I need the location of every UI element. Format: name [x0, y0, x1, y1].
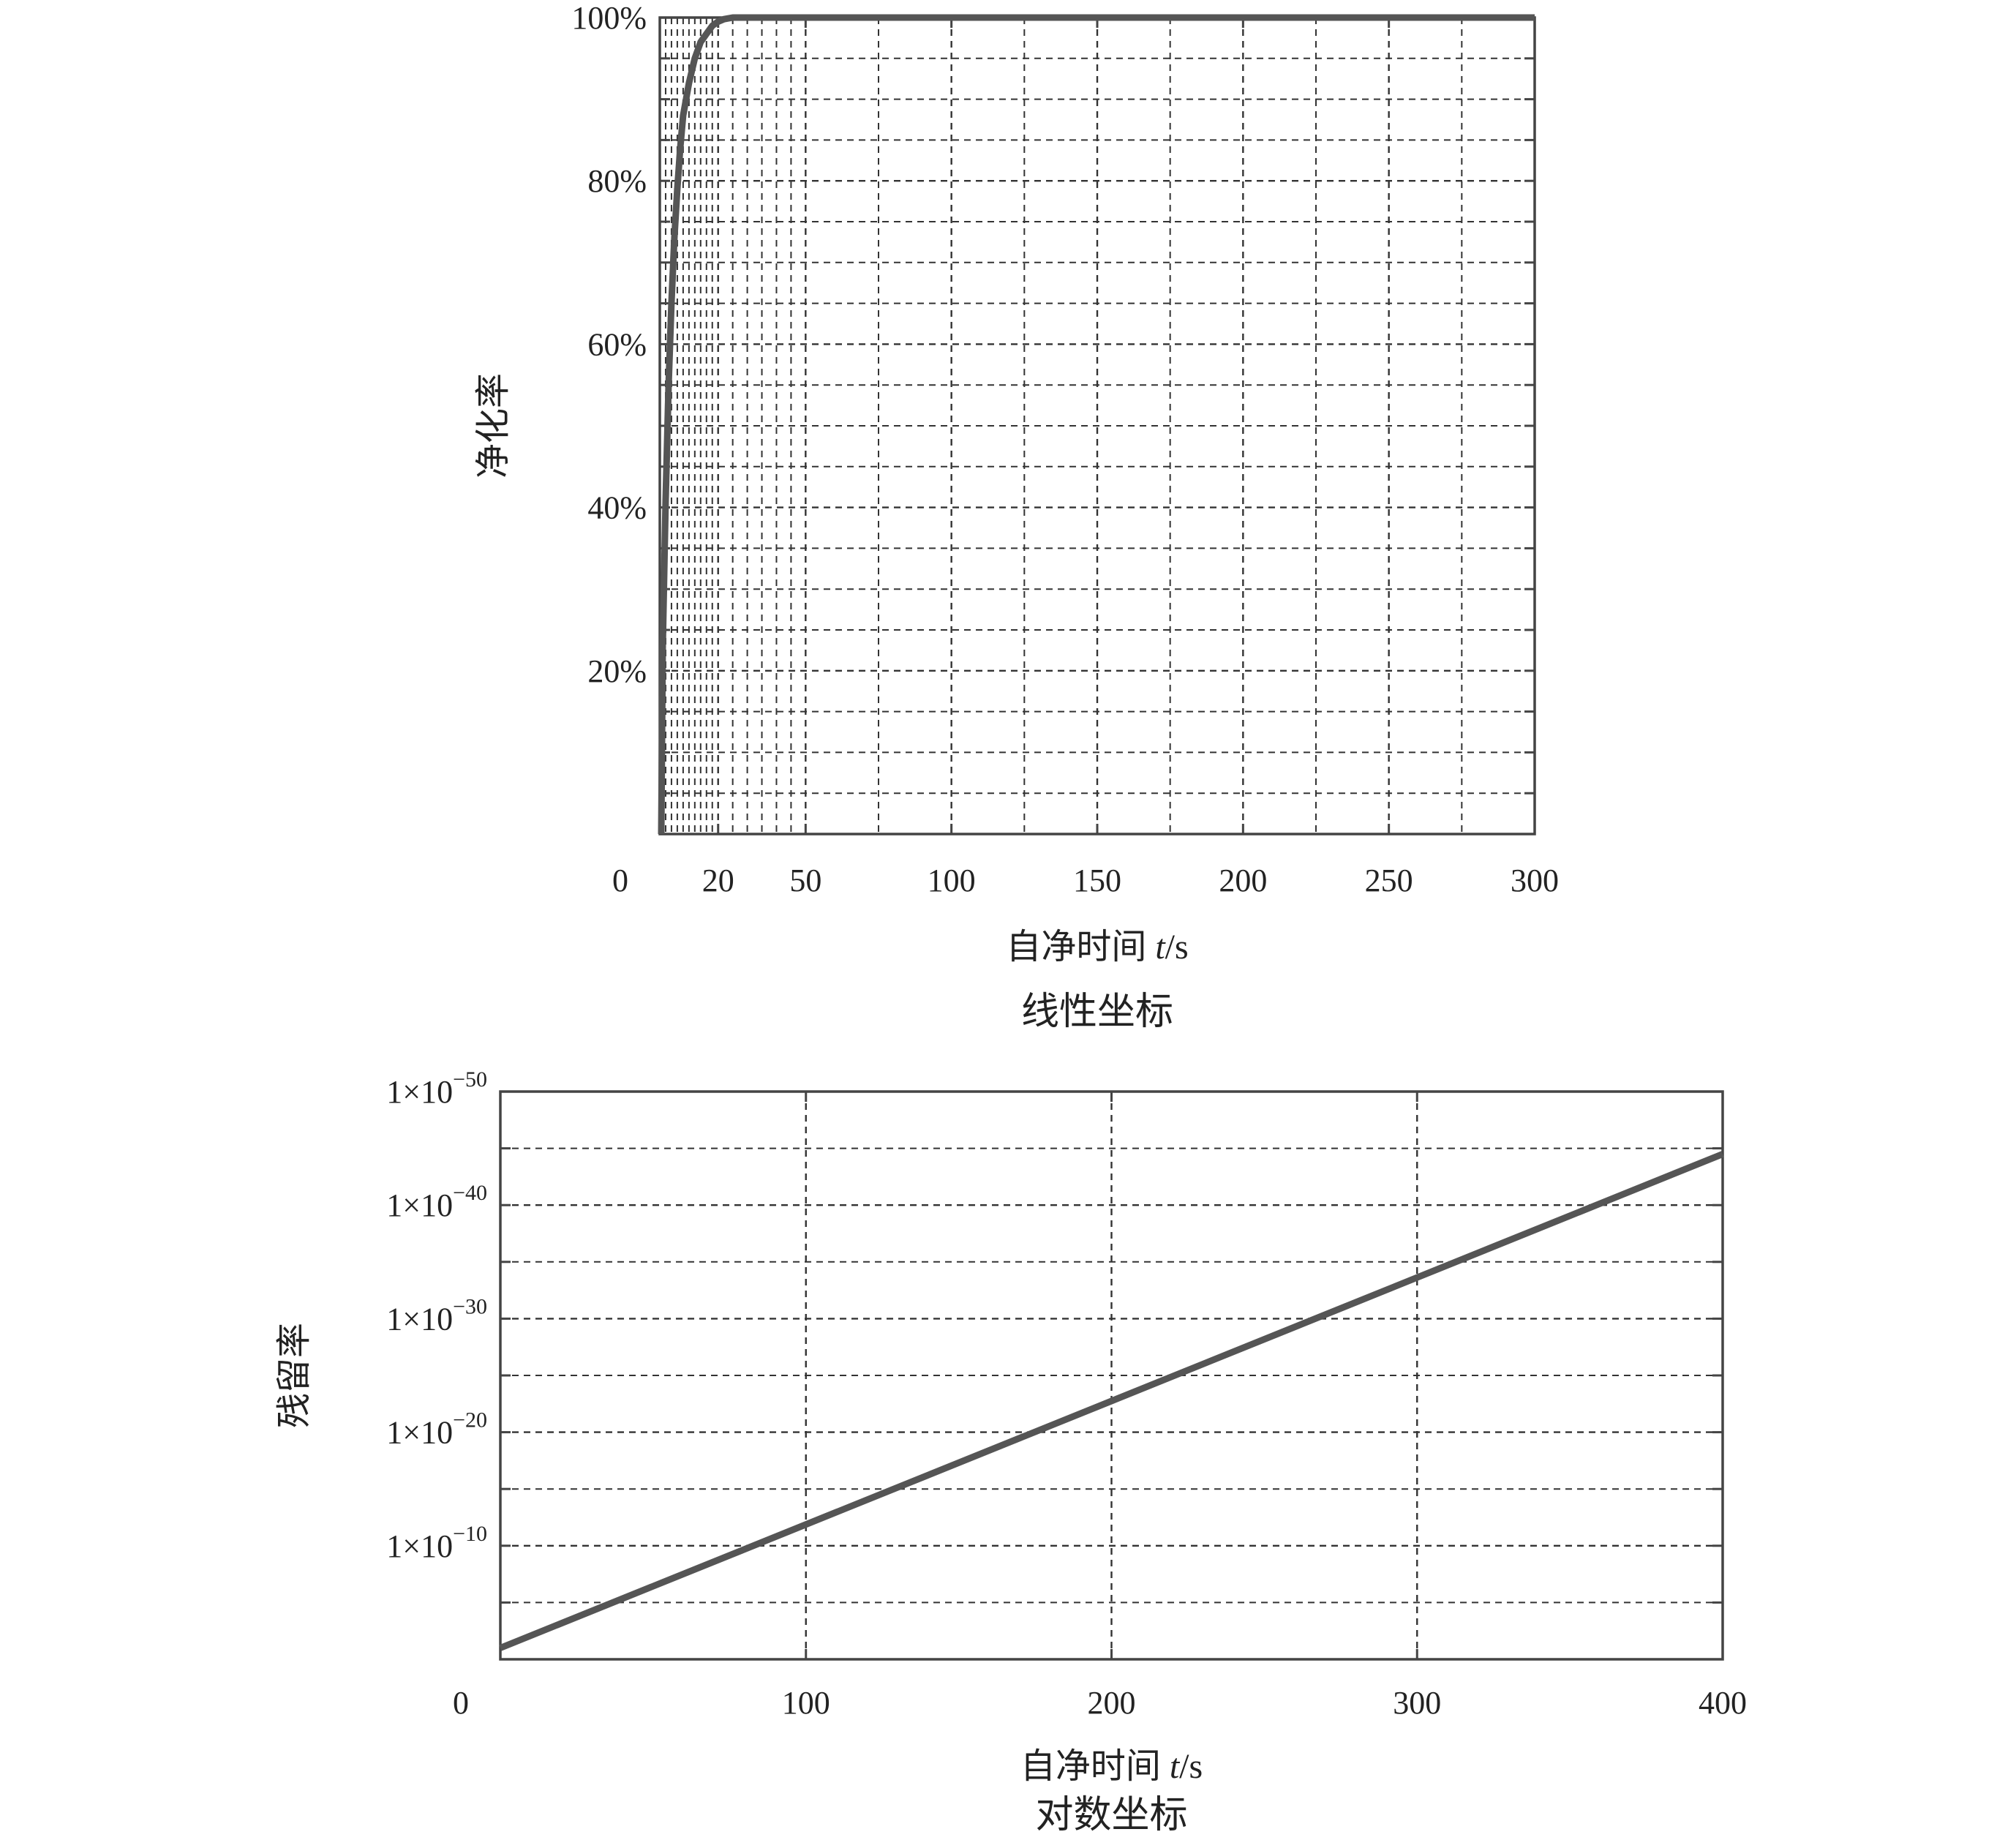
log-x-tick-label: 300 — [1393, 1685, 1441, 1721]
log-x-tick-label: 0 — [453, 1685, 469, 1721]
linear-series-line — [658, 14, 1535, 835]
linear-y-tick-label: 60% — [587, 326, 647, 362]
log-y-axis-label: 残留率 — [275, 1323, 314, 1428]
linear-x-tick-label: 200 — [1219, 863, 1267, 898]
linear-y-tick-label: 40% — [587, 490, 647, 526]
linear-x-tick-label: 300 — [1511, 863, 1559, 898]
log-y-tick-label: 1×10−40 — [386, 1181, 487, 1223]
log-y-tick-label: 1×10−30 — [386, 1294, 487, 1337]
linear-chart: 0 20 50 100 150 200 250 300 20% 40% 60% 80% 100% 自净时间… — [474, 0, 1559, 1033]
log-plot-frame — [499, 1090, 1724, 1661]
linear-x-tick-label: 20 — [702, 863, 734, 898]
linear-x-tick-label: 100 — [928, 863, 976, 898]
linear-x-tick-label: 0 — [612, 863, 628, 898]
log-x-tick-label: 400 — [1699, 1685, 1747, 1721]
log-caption: 对数坐标 — [1035, 1795, 1187, 1836]
log-x-axis-label: 自净时间 t/s — [1020, 1747, 1203, 1786]
log-chart: 0 100 200 300 400 1×10−10 1×10−20 1×10−30 1×10−4… — [275, 1067, 1747, 1836]
linear-caption: 线性坐标 — [1021, 991, 1173, 1033]
linear-y-tick-label: 20% — [587, 653, 647, 689]
log-y-tick-label: 1×10−10 — [386, 1522, 487, 1564]
log-series-line — [499, 1151, 1724, 1651]
log-y-tick-label: 1×10−20 — [386, 1408, 487, 1451]
log-x-tick-label: 200 — [1088, 1685, 1136, 1721]
linear-y-axis-label: 净化率 — [474, 373, 513, 478]
log-grid — [500, 1092, 1723, 1659]
linear-x-tick-label: 250 — [1365, 863, 1413, 898]
linear-x-axis-label: 自净时间 t/s — [1006, 928, 1188, 966]
linear-y-tick-label: 80% — [587, 163, 647, 199]
linear-x-tick-label: 150 — [1073, 863, 1121, 898]
linear-grid — [660, 18, 1535, 834]
log-y-tick-label: 1×10−50 — [386, 1067, 487, 1110]
linear-x-tick-label: 50 — [789, 863, 821, 898]
log-x-tick-label: 100 — [782, 1685, 830, 1721]
linear-y-tick-label: 100% — [571, 0, 647, 36]
